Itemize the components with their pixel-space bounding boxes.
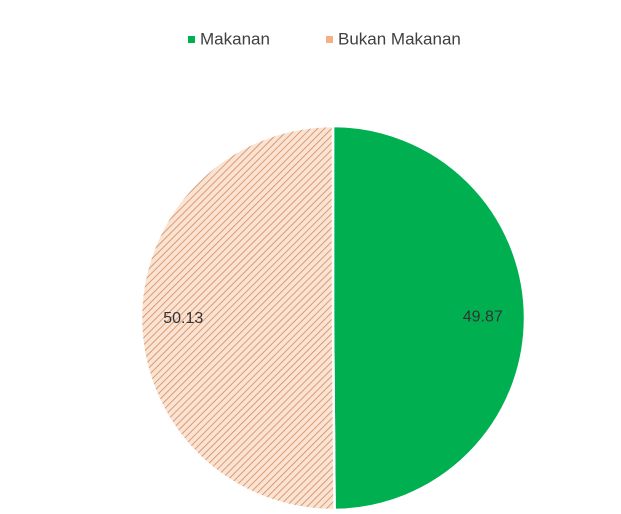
- legend-swatch: [326, 36, 333, 43]
- legend-label: Bukan Makanan: [338, 29, 461, 48]
- data-label: 49.87: [463, 309, 503, 326]
- pie-slice: [331, 124, 527, 512]
- data-label: 50.13: [163, 310, 203, 327]
- legend-label: Makanan: [200, 29, 270, 48]
- legend-swatch: [188, 36, 195, 43]
- pie-slice: [139, 124, 336, 512]
